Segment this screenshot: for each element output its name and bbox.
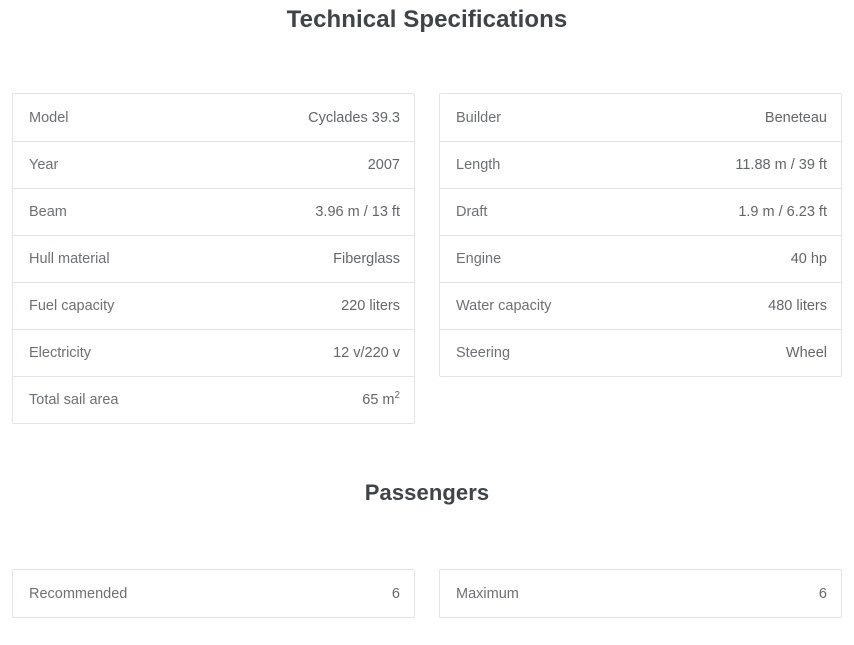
spec-label: Builder bbox=[456, 109, 502, 126]
spec-label: Maximum bbox=[456, 585, 519, 602]
spec-row: Fuel capacity 220 liters bbox=[13, 282, 414, 329]
spec-label: Draft bbox=[456, 204, 488, 220]
spec-row: Length 11.88 m / 39 ft bbox=[440, 141, 841, 188]
technical-specs-left-table: Model Cyclades 39.3 Year 2007 Beam 3.96 m / 1… bbox=[12, 93, 415, 424]
technical-specifications-heading: Technical Specifications bbox=[286, 6, 568, 33]
spec-value: Cyclades 39.3 bbox=[308, 109, 400, 126]
spec-value: 2007 bbox=[367, 157, 400, 173]
spec-row: Recommended 6 bbox=[13, 570, 414, 617]
spec-row: Model Cyclades 39.3 bbox=[13, 94, 414, 141]
spec-row: Engine 40 hp bbox=[440, 235, 841, 282]
spec-row: Draft 1.9 m / 6.23 ft bbox=[440, 188, 841, 235]
spec-value: 65 m2 bbox=[362, 390, 400, 408]
spec-label: Model bbox=[29, 109, 69, 126]
technical-specs-right-table: Builder Beneteau Length 11.88 m / 39 ft Draf… bbox=[439, 93, 842, 377]
spec-value: 1.9 m / 6.23 ft bbox=[738, 204, 827, 220]
spec-row: Electricity 12 v/220 v bbox=[13, 329, 414, 376]
passengers-right-table: Maximum 6 bbox=[439, 569, 842, 618]
spec-label: Engine bbox=[456, 251, 502, 267]
spec-value: Fiberglass bbox=[333, 251, 400, 267]
spec-value: Beneteau bbox=[764, 109, 827, 126]
spec-value: 12 v/220 v bbox=[333, 345, 400, 361]
spec-row: Total sail area 65 m2 bbox=[13, 376, 414, 423]
spec-value: Wheel bbox=[785, 345, 827, 361]
spec-value: 40 hp bbox=[790, 251, 827, 267]
spec-label: Steering bbox=[456, 345, 511, 361]
spec-row: Steering Wheel bbox=[440, 329, 841, 376]
spec-value: 11.88 m / 39 ft bbox=[735, 157, 827, 173]
spec-label: Water capacity bbox=[456, 298, 552, 314]
spec-row: Hull material Fiberglass bbox=[13, 235, 414, 282]
spec-value: 480 liters bbox=[768, 298, 827, 314]
spec-value: 6 bbox=[391, 585, 400, 602]
spec-value-superscript: 2 bbox=[394, 390, 400, 402]
spec-label: Total sail area bbox=[29, 392, 119, 408]
passengers-left-table: Recommended 6 bbox=[12, 569, 415, 618]
spec-row: Maximum 6 bbox=[440, 570, 841, 617]
spec-label: Beam bbox=[29, 204, 67, 220]
spec-row: Beam 3.96 m / 13 ft bbox=[13, 188, 414, 235]
spec-label: Length bbox=[456, 157, 501, 173]
passengers-heading: Passengers bbox=[364, 480, 490, 505]
spec-label: Year bbox=[29, 157, 59, 173]
spec-row: Water capacity 480 liters bbox=[440, 282, 841, 329]
spec-label: Electricity bbox=[29, 345, 92, 361]
spec-label: Recommended bbox=[29, 585, 128, 602]
technical-specifications-tables: Model Cyclades 39.3 Year 2007 Beam 3.96 m / 1… bbox=[12, 93, 842, 424]
spec-row: Year 2007 bbox=[13, 141, 414, 188]
spec-label: Fuel capacity bbox=[29, 298, 115, 314]
spec-row: Builder Beneteau bbox=[440, 94, 841, 141]
passengers-tables: Recommended 6 Maximum 6 bbox=[12, 569, 842, 618]
spec-value: 3.96 m / 13 ft bbox=[315, 204, 400, 220]
spec-value: 6 bbox=[818, 585, 827, 602]
spec-label: Hull material bbox=[29, 251, 110, 267]
spec-value: 220 liters bbox=[341, 298, 400, 314]
